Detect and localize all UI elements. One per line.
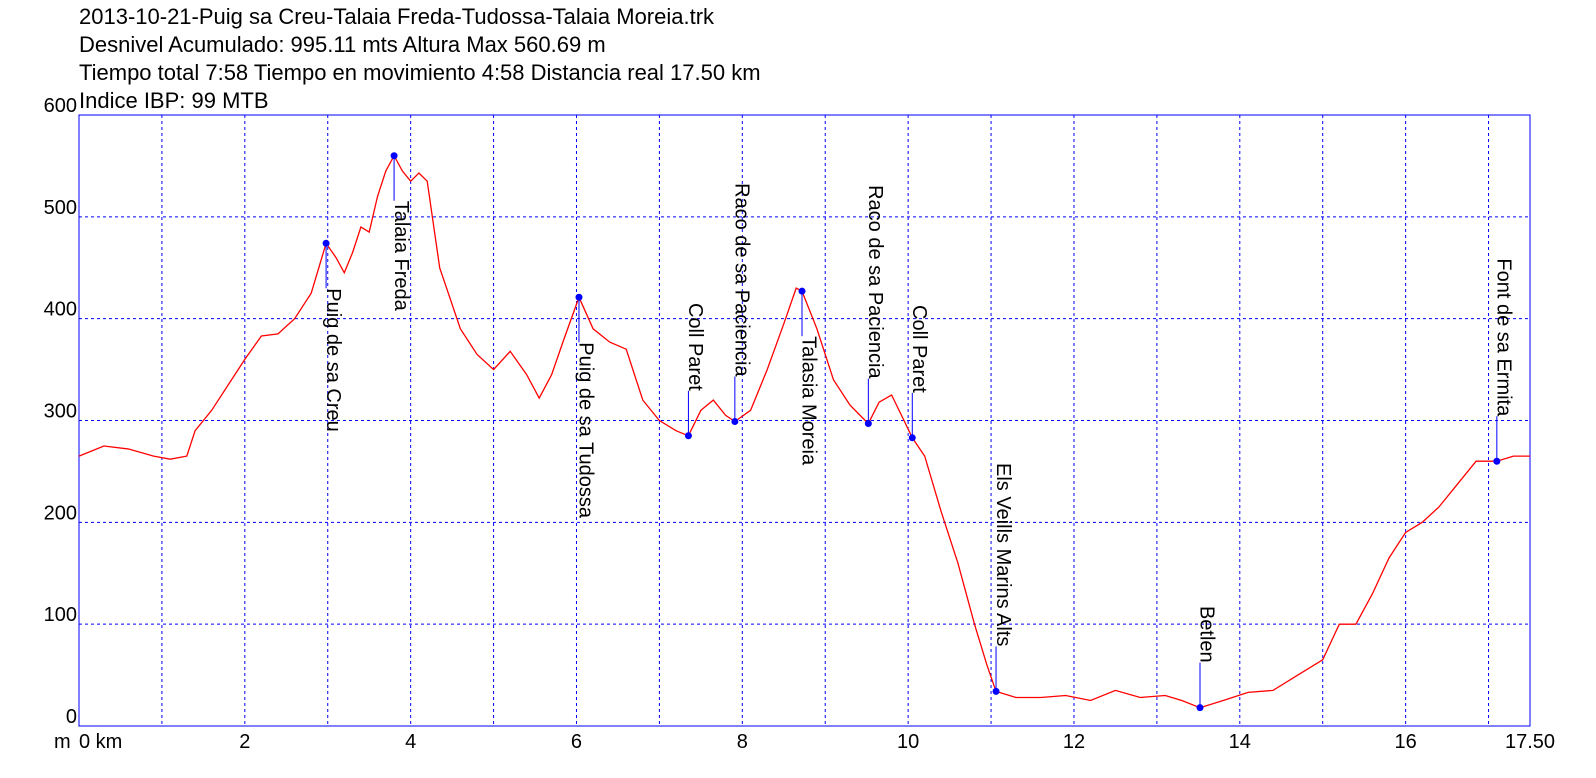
waypoint <box>1196 704 1204 712</box>
x-tick-label: 14 <box>1229 731 1251 753</box>
title-line: 2013-10-21-Puig sa Creu-Talaia Freda-Tud… <box>79 4 715 29</box>
y-unit: m <box>54 731 71 753</box>
x-tick-label: 2 <box>239 731 250 753</box>
waypoint <box>575 293 583 301</box>
title-line: Desnivel Acumulado: 995.11 mts Altura Ma… <box>79 32 606 57</box>
x-tick-label: 0 km <box>79 731 122 753</box>
x-tick-label: 10 <box>897 731 919 753</box>
y-tick-label: 200 <box>44 502 77 524</box>
x-tick-label: 12 <box>1063 731 1085 753</box>
waypoint-label: Betlen <box>1196 606 1218 663</box>
waypoint-label: Talasia Moreia <box>798 336 820 466</box>
title-line: Indice IBP: 99 MTB <box>79 88 269 113</box>
waypoint-label: Raco de sa Paciencia <box>731 183 753 377</box>
x-tick-label: 8 <box>737 731 748 753</box>
y-tick-label: 300 <box>44 401 77 423</box>
waypoint-label: Raco de sa Paciencia <box>864 185 886 379</box>
waypoint-label: Talaia Freda <box>390 201 412 312</box>
y-tick-label: 0 <box>66 706 77 728</box>
waypoint <box>992 687 1000 695</box>
y-tick-label: 600 <box>44 95 77 117</box>
waypoint <box>908 434 916 442</box>
waypoint <box>798 287 806 295</box>
x-tick-label: 17.50 <box>1505 731 1555 753</box>
y-tick-label: 400 <box>44 299 77 321</box>
waypoint-label: Coll Paret <box>908 305 930 393</box>
waypoint <box>322 239 330 247</box>
title-line: Tiempo total 7:58 Tiempo en movimiento 4… <box>79 60 761 85</box>
y-tick-label: 500 <box>44 197 77 219</box>
waypoint-label: Font de sa Ermita <box>1493 258 1515 417</box>
plot-border <box>78 114 1531 727</box>
waypoint-label: Els Veills Marins Alts <box>992 463 1014 646</box>
y-tick-label: 100 <box>44 604 77 626</box>
x-tick-label: 4 <box>405 731 416 753</box>
waypoint <box>1493 457 1501 465</box>
elevation-line <box>78 154 1530 709</box>
waypoint-label: Coll Paret <box>684 303 706 391</box>
waypoint-label: Puig de sa Tudossa <box>575 342 597 519</box>
waypoint <box>731 418 739 426</box>
waypoint <box>390 152 398 160</box>
waypoint-label: Puig de sa Creu <box>322 288 344 431</box>
x-tick-label: 16 <box>1395 731 1417 753</box>
waypoint <box>684 432 692 440</box>
waypoint <box>864 420 872 428</box>
x-tick-label: 6 <box>571 731 582 753</box>
